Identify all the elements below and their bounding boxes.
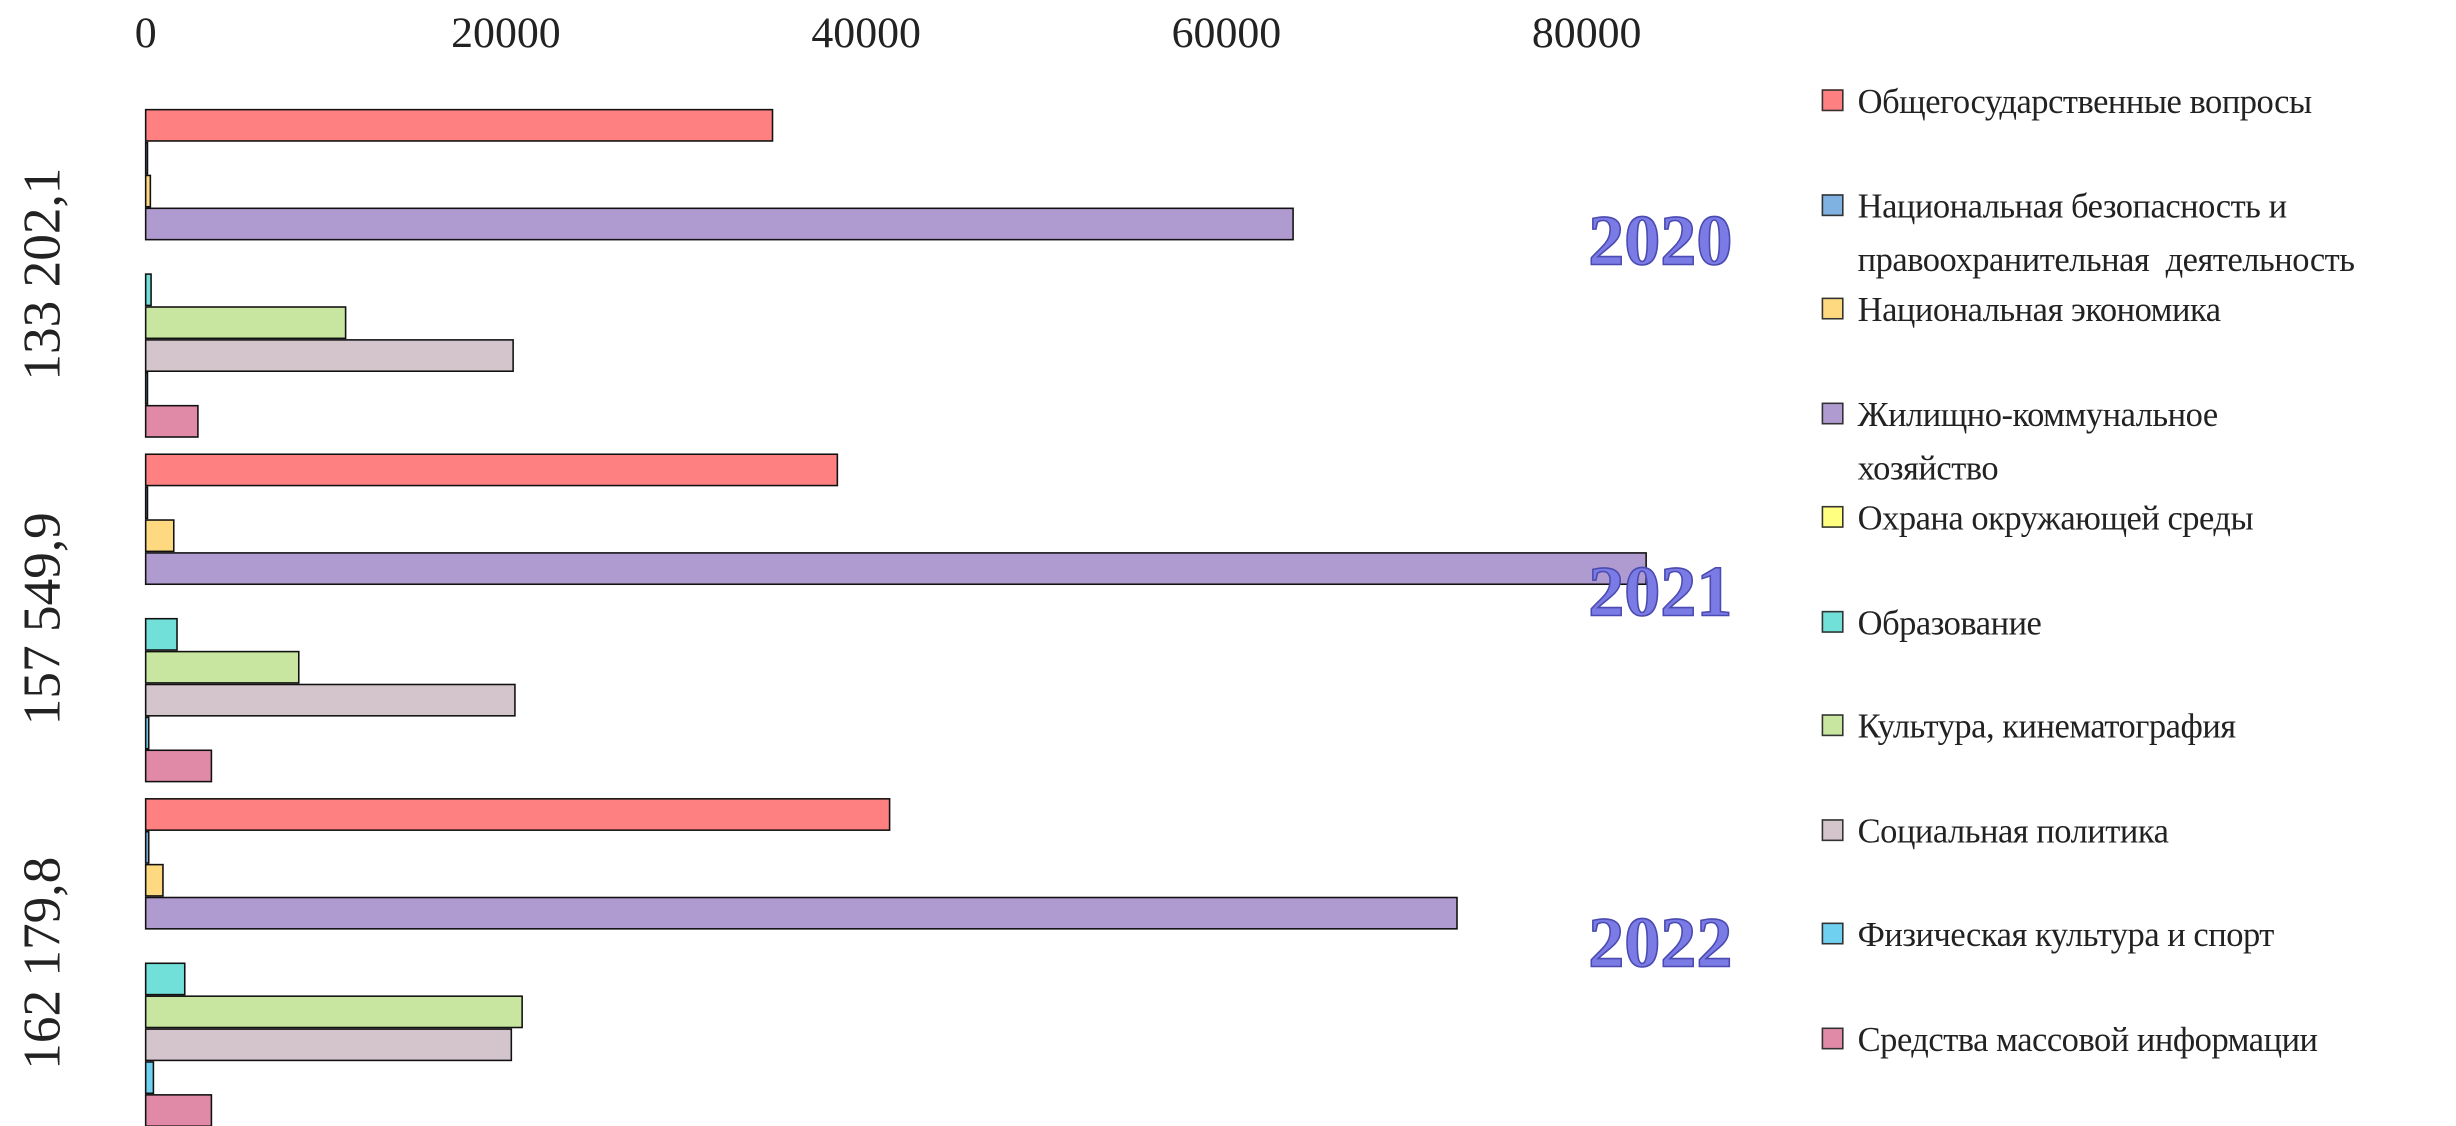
bar [144, 339, 514, 373]
legend-swatch [1821, 193, 1844, 216]
legend-label: Национальная безопасность и правоохранит… [1857, 185, 2355, 279]
bar [144, 306, 347, 340]
legend-item: Национальная экономика [1821, 284, 2449, 337]
bar [144, 404, 199, 438]
bar [144, 1061, 155, 1095]
bar [144, 749, 213, 783]
legend-item: Средства массовой информации [1821, 1013, 2449, 1066]
bar [144, 1028, 513, 1062]
bar [144, 486, 149, 520]
x-tick-label: 80000 [1532, 9, 1642, 57]
x-tick-label: 0 [135, 9, 157, 57]
bar [144, 962, 186, 996]
legend-label: Общегосударственные вопросы [1857, 81, 2312, 121]
bar [144, 1094, 213, 1126]
legend-label: Социальная политика [1857, 810, 2169, 850]
bar [144, 372, 149, 405]
category-label: 157 549,9 [13, 512, 72, 725]
bar [144, 207, 1294, 241]
legend-swatch [1821, 714, 1844, 737]
legend-item: Охрана окружающей среды [1821, 492, 2449, 545]
x-tick-label: 40000 [811, 9, 921, 57]
legend-label: Национальная экономика [1857, 289, 2221, 329]
bar [144, 108, 774, 142]
legend-item: Физическая культура и спорт [1821, 908, 2449, 961]
year-annotation: 2021 [1588, 552, 1732, 632]
legend-item: Общегосударственные вопросы [1821, 75, 2449, 128]
legend-swatch [1821, 818, 1844, 841]
x-tick-label: 60000 [1172, 9, 1282, 57]
bar [144, 716, 150, 750]
year-annotation: 2020 [1588, 201, 1732, 281]
legend-label: Охрана окружающей среды [1857, 498, 2254, 538]
category-label: 162 179,8 [13, 857, 72, 1070]
bar [144, 519, 175, 553]
legend-swatch [1821, 401, 1844, 424]
bar [144, 174, 152, 208]
legend-label: Культура, кинематография [1857, 706, 2236, 746]
legend-item: Национальная безопасность и правоохранит… [1821, 179, 2449, 286]
bar [144, 863, 164, 897]
bar [144, 273, 152, 307]
bar [144, 453, 839, 487]
legend-swatch [1821, 922, 1844, 945]
bar [144, 995, 523, 1029]
legend-swatch [1821, 89, 1844, 112]
legend-swatch [1821, 297, 1844, 320]
bar [144, 141, 149, 175]
legend-label: Физическая культура и спорт [1857, 914, 2275, 954]
legend-label: Средства массовой информации [1857, 1018, 2318, 1059]
legend-item: Социальная политика [1821, 804, 2449, 857]
bar [144, 617, 178, 651]
legend-swatch [1821, 610, 1844, 633]
legend-item: Образование [1821, 596, 2449, 649]
bar [144, 830, 150, 864]
legend-swatch [1821, 1026, 1844, 1049]
legend-label: Жилищно-коммунальное хозяйство [1857, 393, 2226, 487]
legend-item: Культура, кинематография [1821, 700, 2449, 753]
year-annotation: 2022 [1588, 902, 1732, 982]
bar [144, 798, 891, 831]
bar [144, 552, 1647, 586]
legend-label: Образование [1857, 602, 2042, 642]
x-tick-label: 20000 [451, 9, 561, 57]
bar [144, 683, 516, 717]
legend-swatch [1821, 505, 1844, 528]
bar [144, 650, 300, 684]
category-label: 133 202,1 [13, 168, 72, 381]
bar [144, 896, 1458, 930]
legend-item: Жилищно-коммунальное хозяйство [1821, 388, 2449, 495]
